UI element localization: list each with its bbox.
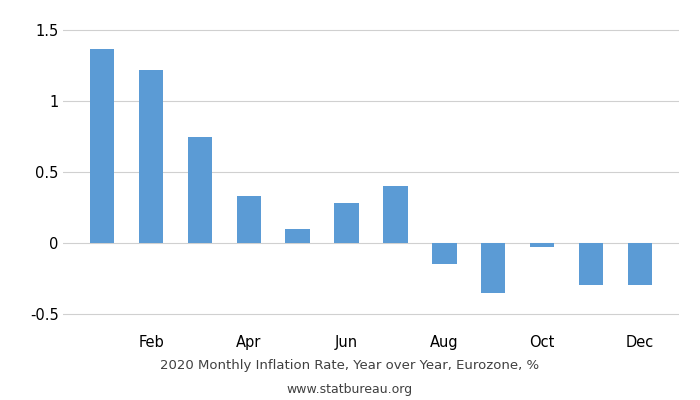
- Bar: [237, 196, 261, 243]
- Bar: [335, 203, 359, 243]
- Bar: [481, 243, 505, 292]
- Bar: [90, 49, 114, 243]
- Bar: [628, 243, 652, 286]
- Bar: [188, 136, 212, 243]
- Bar: [432, 243, 456, 264]
- Bar: [579, 243, 603, 286]
- Text: 2020 Monthly Inflation Rate, Year over Year, Eurozone, %: 2020 Monthly Inflation Rate, Year over Y…: [160, 360, 540, 372]
- Bar: [530, 243, 554, 247]
- Text: www.statbureau.org: www.statbureau.org: [287, 384, 413, 396]
- Bar: [383, 186, 407, 243]
- Bar: [139, 70, 163, 243]
- Bar: [286, 229, 310, 243]
